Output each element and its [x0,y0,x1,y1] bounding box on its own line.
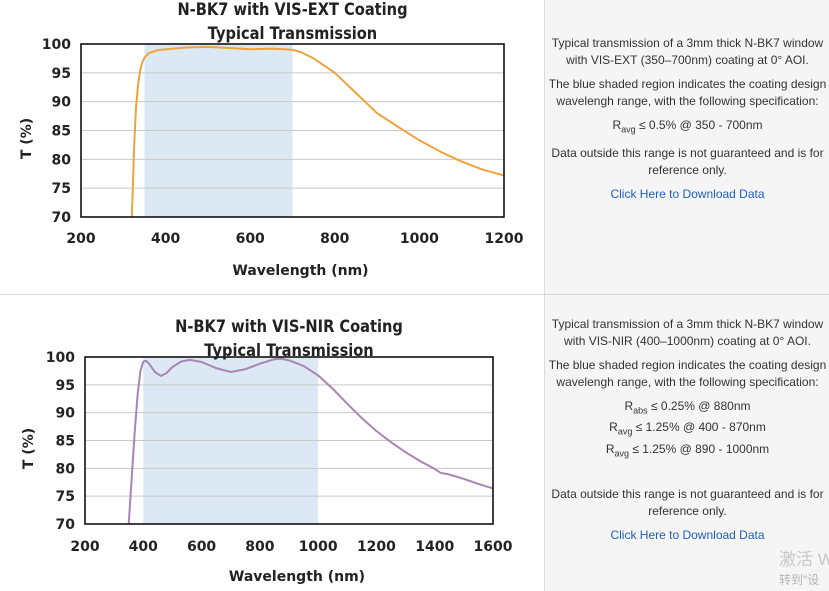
spec-line: Ravg ≤ 0.5% @ 350 - 700nm [545,117,829,138]
transmission-line [127,357,494,525]
chart-subtitle: Typical Transmission [204,340,373,360]
plot-frame [80,43,505,218]
chart-row-vis-ext: 70 75 80 85 90 95 100 200 400 600 800 1000 1200 N-BK7… [0,0,829,294]
download-data-link[interactable]: Click Here to Download Data [610,528,765,543]
chart-vis-nir: 70 75 80 85 90 95 100 200 400 600 800 1000 1200 1400 1… [21,316,513,585]
x-tick-label: 400 [151,231,180,247]
spec-symbol: R [624,399,634,413]
chart-vis-ext: 70 75 80 85 90 95 100 200 400 600 800 1000 1200 N-BK7… [19,0,524,279]
description-panel-vis-nir: Typical transmission of a 3mm thick N-BK… [544,295,829,591]
description-shaded-note: The blue shaded region indicates the coa… [548,358,827,389]
y-axis-label: T (%) [21,428,37,469]
download-data-link[interactable]: Click Here to Download Data [610,187,765,202]
watermark-line-1: 激活 W [779,550,829,569]
transmission-line [130,45,505,218]
spec-subscript: avg [621,124,636,135]
chart-title: N-BK7 with VIS-EXT Coating [177,0,407,19]
spec-text: ≤ 0.5% @ 350 - 700nm [635,118,763,132]
x-tick-label: 600 [187,539,216,555]
x-tick-label: 1000 [400,231,439,247]
description-panel-vis-ext: Typical transmission of a 3mm thick N-BK… [544,0,829,294]
plot-frame [84,356,494,525]
y-tick-label: 80 [52,152,72,168]
description-intro: Typical transmission of a 3mm thick N-BK… [551,36,824,67]
y-tick-label: 80 [56,461,76,477]
x-axis-label: Wavelength (nm) [229,569,365,585]
spec-line: Ravg ≤ 1.25% @ 400 - 870nm [545,419,829,440]
description-intro: Typical transmission of a 3mm thick N-BK… [551,317,824,348]
x-tick-label: 800 [245,539,274,555]
description-shaded-note: The blue shaded region indicates the coa… [548,77,827,108]
row-separator [0,294,829,295]
x-tick-label: 400 [129,539,158,555]
y-tick-label: 70 [56,517,76,533]
chart-cell-vis-nir: 70 75 80 85 90 95 100 200 400 600 800 1000 1200 1400 1… [0,295,544,591]
description-vis-ext: Typical transmission of a 3mm thick N-BK… [545,35,829,210]
x-tick-label: 1000 [299,539,338,555]
x-tick-label: 200 [66,231,95,247]
y-tick-label: 100 [46,350,75,366]
y-tick-label: 75 [56,489,75,505]
x-tick-label: 800 [320,231,349,247]
y-tick-label: 100 [42,37,71,53]
y-tick-label: 85 [56,434,75,450]
spec-line: Ravg ≤ 1.25% @ 890 - 1000nm [545,441,829,462]
spec-list: Ravg ≤ 0.5% @ 350 - 700nm [545,117,829,138]
spec-text: ≤ 1.25% @ 890 - 1000nm [629,441,770,456]
description-disclaimer: Data outside this range is not guarantee… [551,146,824,178]
description-disclaimer: Data outside this range is not guarantee… [551,487,824,519]
x-axis-label: Wavelength (nm) [232,263,368,279]
y-tick-label: 75 [52,181,71,197]
y-axis-label: T (%) [19,118,35,159]
y-tick-label: 85 [52,124,71,140]
watermark-line-2: 转到"设 [779,573,820,587]
y-tick-label: 95 [56,378,75,394]
spec-text: ≤ 0.25% @ 880nm [647,399,751,413]
spec-symbol: R [612,118,622,132]
x-tick-label: 1200 [357,539,396,555]
x-tick-label: 200 [70,539,99,555]
y-tick-label: 70 [52,210,72,226]
chart-title: N-BK7 with VIS-NIR Coating [175,316,403,336]
spec-subscript: abs [633,405,648,416]
x-tick-label: 1600 [474,539,513,555]
y-tick-label: 95 [52,66,71,82]
chart-subtitle: Typical Transmission [208,23,377,43]
spec-text: ≤ 1.25% @ 400 - 870nm [632,420,766,435]
spec-subscript: avg [614,448,629,459]
spec-line: Rabs ≤ 0.25% @ 880nm [545,398,829,419]
spec-symbol: R [609,420,618,435]
spec-subscript: avg [617,426,633,437]
chart-row-vis-nir: 70 75 80 85 90 95 100 200 400 600 800 1000 1200 1400 1… [0,295,829,591]
spec-list: Rabs ≤ 0.25% @ 880nm Ravg ≤ 1.25% @ 400 -… [545,398,829,462]
y-tick-label: 90 [56,406,76,422]
spec-symbol: R [605,441,615,456]
chart-cell-vis-ext: 70 75 80 85 90 95 100 200 400 600 800 1000 1200 N-BK7… [0,0,544,294]
description-vis-nir: Typical transmission of a 3mm thick N-BK… [545,316,829,551]
x-tick-label: 1400 [415,539,454,555]
x-tick-label: 1200 [485,231,524,247]
x-tick-label: 600 [236,231,265,247]
y-tick-label: 90 [52,95,72,111]
